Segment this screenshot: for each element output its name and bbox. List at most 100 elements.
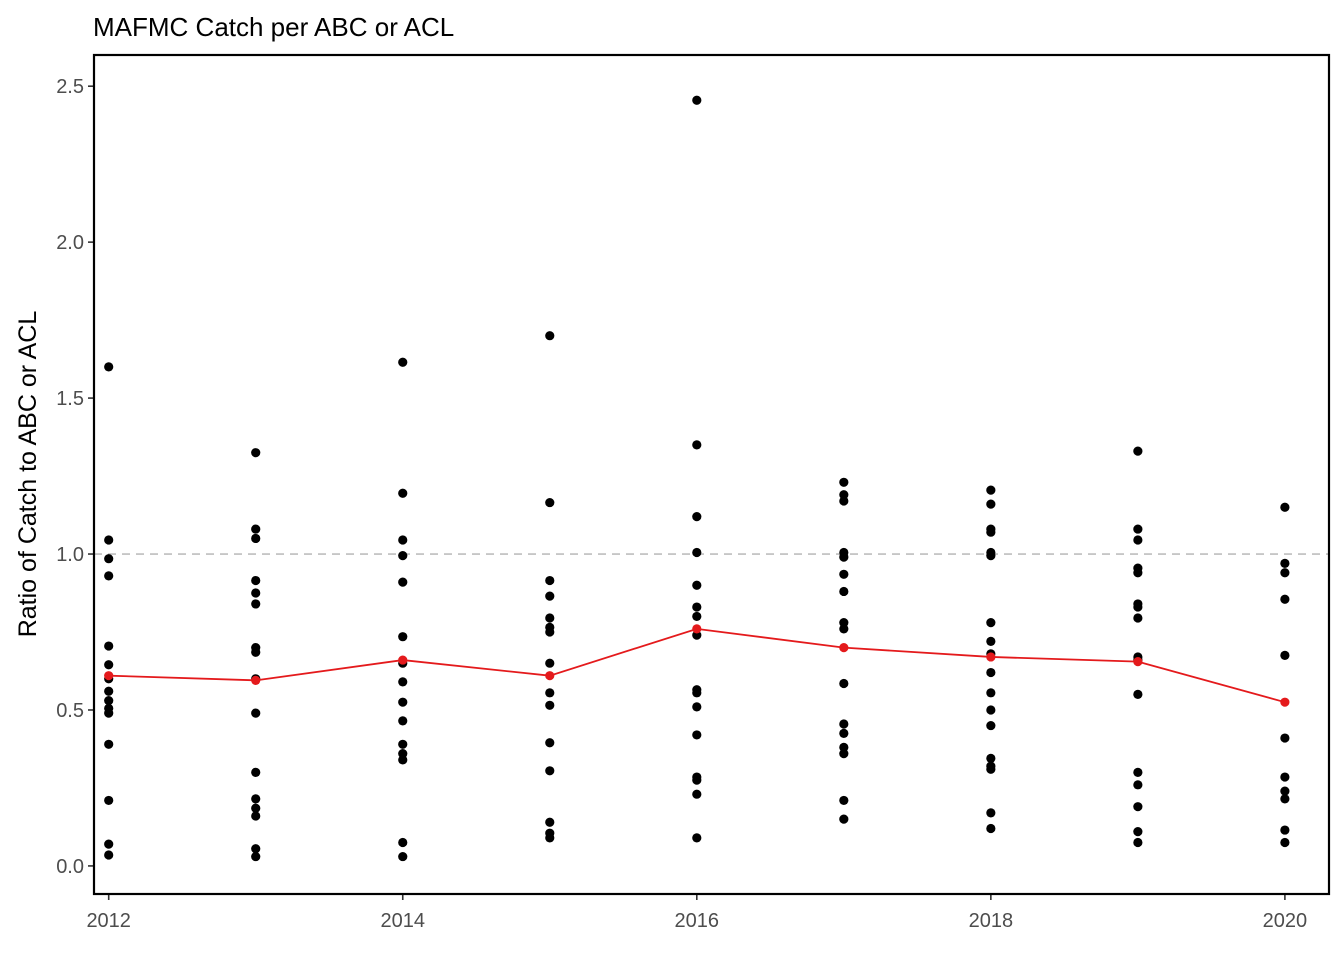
data-point: [398, 677, 408, 687]
data-point: [1133, 767, 1143, 777]
data-point: [104, 686, 114, 696]
data-point: [1133, 802, 1143, 812]
data-point: [104, 839, 114, 849]
data-point: [986, 636, 996, 646]
mean-point: [251, 675, 261, 685]
data-point: [986, 705, 996, 715]
data-point: [986, 499, 996, 509]
data-point: [104, 362, 114, 372]
data-point: [986, 527, 996, 537]
data-point: [692, 611, 702, 622]
data-point: [398, 535, 408, 545]
data-point: [1133, 535, 1143, 545]
mean-series: [104, 624, 1290, 707]
x-tick-label: 2016: [675, 910, 720, 932]
data-point: [398, 550, 408, 561]
y-axis-title: Ratio of Catch to ABC or ACL: [14, 311, 42, 638]
data-point: [1133, 446, 1143, 456]
y-tick-label: 2.5: [56, 76, 84, 98]
data-point: [839, 624, 849, 634]
x-tick-label: 2012: [86, 910, 131, 932]
data-point: [839, 496, 849, 506]
data-point: [398, 697, 408, 707]
data-point: [1133, 780, 1143, 790]
y-tick-label: 0.5: [56, 700, 84, 722]
data-point: [545, 658, 555, 668]
data-point: [545, 627, 555, 637]
data-point: [545, 738, 555, 748]
data-point: [1280, 825, 1290, 835]
mean-point: [545, 671, 555, 681]
data-point: [251, 533, 261, 544]
data-point: [986, 720, 996, 731]
data-point: [986, 764, 996, 774]
data-point: [986, 667, 996, 678]
data-point: [1133, 827, 1143, 837]
mean-point: [1133, 657, 1143, 667]
data-point: [839, 795, 849, 806]
data-point: [545, 497, 555, 508]
data-point: [251, 767, 261, 777]
data-point: [986, 688, 996, 698]
data-point: [1280, 568, 1290, 578]
data-point: [1133, 837, 1143, 848]
data-point: [251, 794, 261, 804]
data-point: [839, 719, 849, 729]
data-point: [104, 535, 114, 545]
data-point: [104, 641, 114, 651]
data-point: [839, 552, 849, 562]
data-point: [692, 602, 702, 612]
y-axis: 0.0 0.5 1.0 1.5 2.0 2.5: [56, 76, 94, 878]
x-axis: 2012 2014 2016 2018 2020: [86, 894, 1307, 932]
mean-point: [1280, 697, 1290, 707]
data-point: [251, 844, 261, 854]
data-point: [1133, 602, 1143, 612]
data-point: [1280, 786, 1290, 796]
data-point: [398, 357, 408, 367]
data-point: [545, 331, 555, 341]
data-point: [692, 512, 702, 522]
data-point: [1280, 502, 1290, 512]
mean-point: [692, 624, 702, 634]
data-point: [1280, 594, 1290, 604]
data-point: [398, 851, 408, 862]
data-point: [545, 833, 555, 843]
data-point: [398, 837, 408, 848]
data-point: [839, 586, 849, 597]
data-point: [251, 803, 261, 813]
data-point: [545, 700, 555, 710]
data-point: [1280, 837, 1290, 848]
data-point: [1280, 650, 1290, 660]
data-point: [251, 708, 261, 718]
data-point: [692, 789, 702, 799]
data-point: [398, 739, 408, 749]
data-point: [1133, 613, 1143, 623]
mean-point: [104, 671, 114, 681]
data-point: [692, 833, 702, 843]
data-point: [545, 688, 555, 698]
y-tick-label: 0.0: [56, 856, 84, 878]
data-point: [545, 575, 555, 586]
data-point: [104, 708, 114, 718]
data-point: [839, 749, 849, 759]
data-point: [986, 618, 996, 628]
data-point: [839, 569, 849, 579]
data-point: [692, 95, 702, 105]
data-point: [545, 591, 555, 601]
data-point: [692, 688, 702, 698]
x-tick-label: 2014: [381, 910, 426, 932]
data-point: [986, 485, 996, 495]
data-point: [545, 817, 555, 827]
data-point: [692, 730, 702, 740]
data-point: [692, 702, 702, 712]
data-point: [251, 524, 261, 534]
data-point: [251, 599, 261, 609]
data-point: [398, 716, 408, 726]
data-point: [692, 547, 702, 558]
data-point: [1133, 689, 1143, 699]
data-point: [251, 851, 261, 862]
data-point: [251, 811, 261, 821]
mean-point: [398, 655, 408, 665]
x-tick-label: 2018: [969, 910, 1014, 932]
